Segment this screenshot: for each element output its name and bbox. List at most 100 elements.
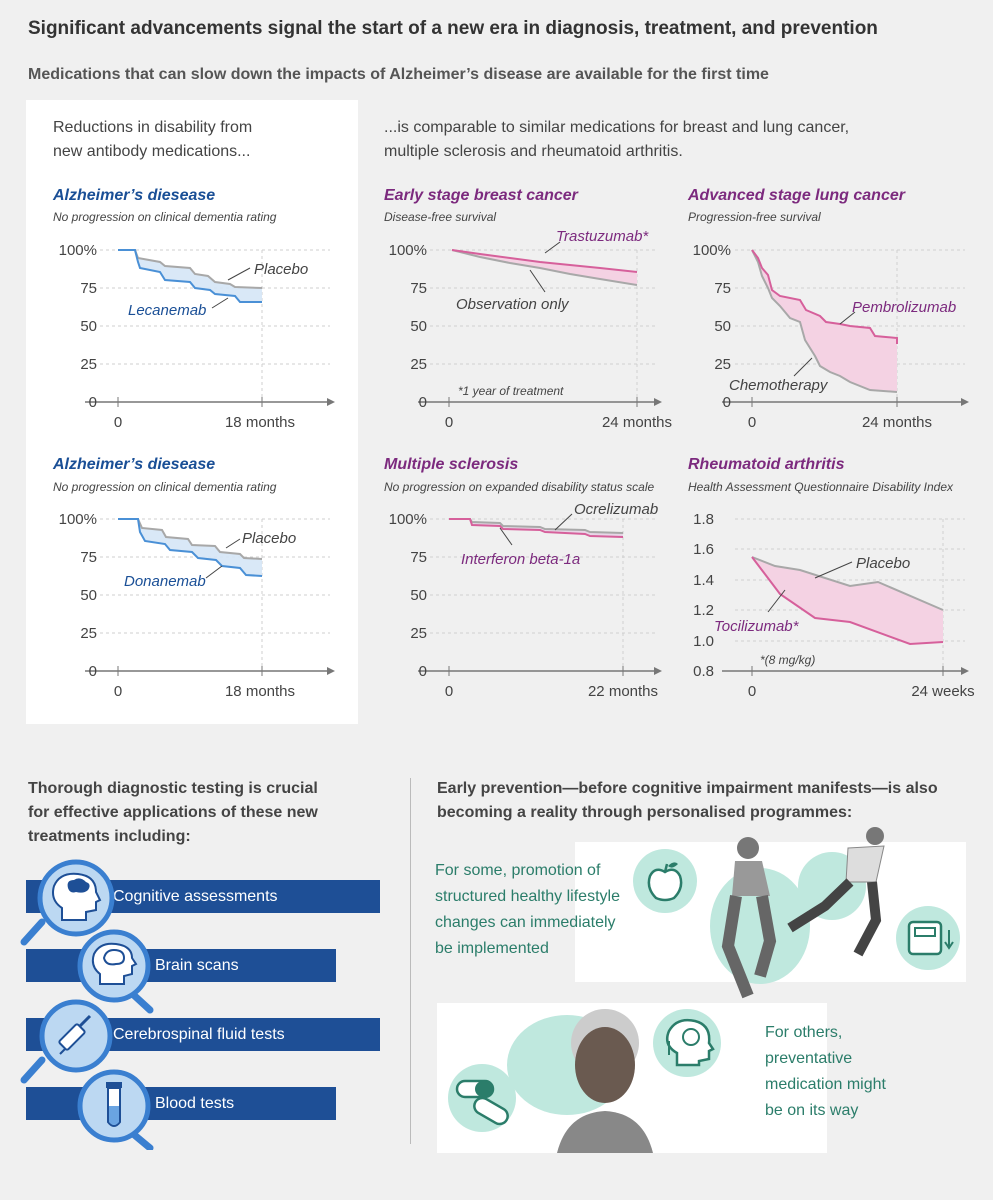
series-label-trastuzumab: Trastuzumab*: [556, 228, 649, 245]
ytick: 75: [80, 280, 97, 297]
blood-tube-magnifier-icon: [77, 1069, 154, 1150]
ytick: 75: [80, 549, 97, 566]
ytick: 1.6: [693, 541, 714, 558]
diagnostic-item-blood: Blood tests: [26, 1087, 336, 1120]
running-man-photo: [787, 827, 885, 957]
ytick: 75: [714, 280, 731, 297]
chart-note-breast: *1 year of treatment: [458, 384, 564, 398]
ytick: 0.8: [693, 663, 714, 680]
prevention-heading: Early prevention—before cognitive impair…: [437, 780, 938, 821]
chart-title-ms: Multiple sclerosis: [384, 456, 519, 473]
ytick: 25: [410, 625, 427, 642]
series-label-placebo-3: Placebo: [856, 555, 910, 572]
ytick: 50: [410, 318, 427, 335]
xtick: 0: [114, 414, 122, 431]
chart-ms: 100% 75 50 25 0 0 22 months Ocrelizumab …: [389, 501, 662, 700]
brain-magnifier-icon: [77, 929, 154, 1014]
ytick: 100%: [389, 511, 427, 528]
ytick: 25: [80, 625, 97, 642]
pills-icon: [455, 1079, 509, 1126]
series-label-lecanemab: Lecanemab: [128, 302, 206, 319]
xtick: 24 months: [862, 414, 932, 431]
chart-note-ra: *(8 mg/kg): [760, 653, 815, 667]
lifestyle-illustration: [633, 827, 960, 999]
chart-title-donanemab: Alzheimer’s diesease: [53, 456, 216, 473]
chart-subtitle-ms: No progression on expanded disability st…: [384, 480, 655, 494]
ytick: 1.0: [693, 633, 714, 650]
series-label-placebo-2: Placebo: [242, 530, 296, 547]
ytick: 25: [80, 356, 97, 373]
medication-text: For others, preventative medication migh…: [765, 1024, 886, 1119]
chart-title-ra: Rheumatoid arthritis: [688, 456, 845, 473]
chart-subtitle-ra: Health Assessment Questionnaire Disabili…: [688, 480, 954, 494]
ytick: 100%: [693, 242, 731, 259]
series-label-observation: Observation only: [456, 296, 570, 313]
ytick: 25: [410, 356, 427, 373]
chart-subtitle-breast: Disease-free survival: [384, 210, 497, 224]
chart-subtitle-lecanemab: No progression on clinical dementia rati…: [53, 210, 277, 224]
intro-left: Reductions in disability from new antibo…: [53, 119, 253, 160]
xtick: 24 weeks: [911, 683, 974, 700]
xtick: 0: [445, 414, 453, 431]
xtick: 22 months: [588, 683, 658, 700]
chart-subtitle-donanemab: No progression on clinical dementia rati…: [53, 480, 277, 494]
ytick: 100%: [59, 511, 97, 528]
xtick: 18 months: [225, 683, 295, 700]
ytick: 50: [410, 587, 427, 604]
chart-breast: 100% 75 50 25 0 0 24 months Trastuzumab*…: [389, 228, 672, 431]
xtick: 24 months: [602, 414, 672, 431]
ytick: 75: [410, 280, 427, 297]
ytick: 0: [419, 663, 427, 680]
chart-title-lecanemab: Alzheimer’s diesease: [53, 187, 216, 204]
jogging-woman-photo: [721, 837, 777, 999]
ytick: 50: [80, 587, 97, 604]
ytick: 50: [714, 318, 731, 335]
medication-illustration: [448, 1009, 721, 1153]
ytick: 0: [89, 394, 97, 411]
section-divider: [410, 778, 411, 1144]
lifestyle-text: For some, promotion of structured health…: [435, 862, 620, 957]
syringe-magnifier-icon: [20, 999, 113, 1084]
head-brain-icon: [666, 1018, 715, 1067]
ytick: 50: [80, 318, 97, 335]
series-label-chemotherapy: Chemotherapy: [729, 377, 829, 394]
series-label-ocrelizumab: Ocrelizumab: [574, 501, 658, 518]
series-label-placebo: Placebo: [254, 261, 308, 278]
ytick: 1.8: [693, 511, 714, 528]
series-label-donanemab: Donanemab: [124, 573, 206, 590]
scale-icon: [907, 920, 954, 956]
chart-lecanemab: 100% 75 50 25 0 0 18 months Placebo Leca…: [59, 242, 335, 431]
series-label-tocilizumab: Tocilizumab*: [714, 618, 800, 635]
ytick: 100%: [59, 242, 97, 259]
ytick: 0: [419, 394, 427, 411]
series-label-interferon: Interferon beta-1a: [461, 551, 580, 568]
chart-lung: 100% 75 50 25 0 0 24 months Pembrolizuma…: [693, 242, 969, 431]
chart-subtitle-lung: Progression-free survival: [688, 210, 821, 224]
charts-svg: 100% 75 50 25 0 0 18 months Placebo Leca…: [59, 228, 975, 700]
ytick: 1.2: [693, 602, 714, 619]
ytick: 0: [89, 663, 97, 680]
woman-portrait-photo: [557, 1009, 653, 1153]
ytick: 0: [723, 394, 731, 411]
chart-title-lung: Advanced stage lung cancer: [688, 187, 905, 204]
chart-donanemab: 100% 75 50 25 0 0 18 months Placebo Dona…: [59, 511, 335, 700]
ytick: 25: [714, 356, 731, 373]
page-title: Significant advancements signal the star…: [28, 18, 878, 39]
xtick: 0: [748, 683, 756, 700]
xtick: 18 months: [225, 414, 295, 431]
head-magnifier-icon: [20, 859, 115, 946]
page-subtitle: Medications that can slow down the impac…: [28, 66, 769, 83]
diagnostic-icons: [20, 859, 154, 1150]
ytick: 100%: [389, 242, 427, 259]
ytick: 1.4: [693, 572, 714, 589]
xtick: 0: [445, 683, 453, 700]
alzheimers-panel: [26, 100, 358, 724]
chart-title-breast: Early stage breast cancer: [384, 187, 578, 204]
apple-icon: [647, 862, 683, 902]
chart-ra: 1.8 1.6 1.4 1.2 1.0 0.8 0 24 weeks Place…: [693, 511, 975, 700]
diagnostics-heading: Thorough diagnostic testing is crucial f…: [28, 780, 318, 845]
xtick: 0: [748, 414, 756, 431]
xtick: 0: [114, 683, 122, 700]
series-label-pembrolizumab: Pembrolizumab: [852, 299, 956, 316]
intro-right: ...is comparable to similar medications …: [384, 119, 850, 160]
